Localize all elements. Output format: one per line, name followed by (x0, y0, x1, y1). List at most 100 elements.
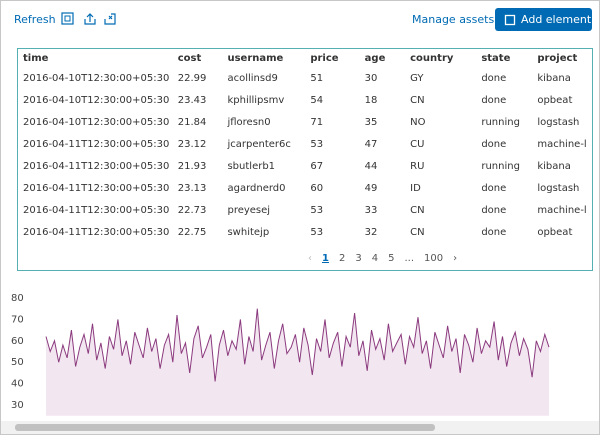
table-cell: 51 (310, 72, 324, 84)
table-row: 2016-04-11T12:30:00+05:30 22.73 preyesej 53… (18, 199, 592, 221)
table-cell: 2016-04-10T12:30:00+05:30 (23, 116, 170, 128)
page-link[interactable]: 1 (322, 253, 329, 264)
y-tick-label: 50 (11, 357, 24, 368)
toolbar-icons[interactable] (61, 12, 121, 26)
table-row: 2016-04-11T12:30:00+05:30 23.12 jcarpenter… (18, 133, 592, 155)
table-cell: done (481, 204, 507, 216)
table-cell: running (481, 116, 520, 128)
table-cell: 23.13 (177, 182, 207, 194)
table-cell: 22.99 (177, 72, 207, 84)
scroll-thumb[interactable] (15, 424, 435, 431)
column-header: state (481, 52, 511, 64)
table-cell: 21.93 (177, 160, 207, 172)
datatable: time cost username price age country state proj… (18, 49, 592, 243)
table-cell: 22.73 (177, 204, 207, 216)
refresh-button[interactable]: Refresh (14, 13, 56, 26)
table-cell: 18 (364, 94, 378, 106)
scrollbar[interactable] (1, 421, 599, 434)
line-chart: 30 40 50 60 70 80 (11, 293, 550, 416)
table-cell: 2016-04-11T12:30:00+05:30 (23, 226, 170, 238)
column-header: project (537, 52, 578, 64)
table-row: 2016-04-11T12:30:00+05:30 21.93 sbutlerb1 6… (18, 155, 592, 177)
table-cell: GY (410, 72, 424, 84)
page-link[interactable]: 2 (338, 253, 346, 264)
page-link[interactable]: ... (404, 253, 415, 264)
table-cell: RU (410, 160, 425, 172)
column-header: country (410, 52, 454, 64)
table-cell: logstash (537, 116, 580, 128)
area-fill (46, 308, 549, 416)
table-cell: logstash (537, 182, 580, 194)
page-link[interactable]: 100 (424, 253, 444, 264)
table-row: 2016-04-10T12:30:00+05:30 23.43 kphillipsm… (18, 89, 592, 111)
table-cell: 22.75 (177, 226, 207, 238)
add-element-label: Add element (521, 13, 592, 26)
table-row: 2016-04-10T12:30:00+05:30 21.84 jfloresn0 7… (18, 111, 592, 133)
table-cell: 21.84 (177, 116, 207, 128)
table-cell: jcarpenter6c (227, 138, 291, 150)
table-cell: 23.12 (177, 138, 207, 150)
datatable-element[interactable]: time cost username price age country state proj… (17, 48, 593, 271)
next-page: › (453, 253, 458, 264)
table-cell: sbutlerb1 (227, 160, 276, 172)
table-cell: machine-l (537, 138, 587, 150)
table-cell: 60 (310, 182, 324, 194)
table-cell: machine-l (537, 204, 587, 216)
column-header: cost (177, 52, 202, 64)
table-cell: kibana (537, 160, 571, 172)
y-tick-label: 40 (11, 379, 24, 390)
y-tick-label: 30 (11, 400, 24, 411)
add-icon (504, 14, 516, 26)
table-cell: 54 (310, 94, 324, 106)
page-link[interactable]: 4 (371, 253, 379, 264)
prev-page: ‹ (308, 253, 312, 264)
table-cell: 49 (364, 182, 378, 194)
table-row: 2016-04-10T12:30:00+05:30 22.99 acollinsd9… (18, 67, 592, 89)
table-cell: CN (410, 204, 425, 216)
table-cell: jfloresn0 (227, 116, 271, 128)
table-cell: NO (410, 116, 426, 128)
y-tick-label: 80 (11, 293, 24, 304)
table-cell: done (481, 72, 507, 84)
table-cell: 35 (364, 116, 378, 128)
table-row: 2016-04-11T12:30:00+05:30 22.75 swhitejp 53… (18, 221, 592, 243)
y-tick-label: 70 (11, 314, 24, 325)
table-cell: running (481, 160, 520, 172)
table-cell: 67 (310, 160, 324, 172)
table-cell: 71 (310, 116, 324, 128)
y-tick-label: 60 (11, 336, 24, 347)
table-cell: 2016-04-11T12:30:00+05:30 (23, 204, 170, 216)
column-header: time (23, 52, 49, 64)
table-cell: done (481, 182, 507, 194)
table-cell: 47 (364, 138, 378, 150)
column-header: age (364, 52, 386, 64)
table-cell: done (481, 138, 507, 150)
table-cell: acollinsd9 (227, 72, 278, 84)
column-header: username (227, 52, 284, 64)
table-cell: 2016-04-10T12:30:00+05:30 (23, 94, 170, 106)
table-cell: 2016-04-10T12:30:00+05:30 (23, 72, 170, 84)
table-cell: opbeat (537, 226, 573, 238)
table-cell: agardnerd0 (227, 182, 286, 194)
table-cell: 44 (364, 160, 378, 172)
table-cell: preyesej (227, 204, 271, 216)
table-cell: 53 (310, 138, 324, 150)
page-link[interactable]: 5 (388, 253, 395, 264)
add-element-button[interactable]: Add element (495, 8, 592, 31)
table-cell: 32 (364, 226, 378, 238)
table-row: 2016-04-11T12:30:00+05:30 23.13 agardnerd0… (18, 177, 592, 199)
page-link[interactable]: 3 (355, 253, 362, 264)
manage-assets[interactable]: Manage assets (412, 13, 495, 26)
table-cell: ID (410, 182, 421, 194)
table-cell: swhitejp (227, 226, 270, 238)
table-cell: opbeat (537, 94, 573, 106)
table-cell: 2016-04-11T12:30:00+05:30 (23, 160, 170, 172)
table-cell: 30 (364, 72, 378, 84)
table-cell: done (481, 226, 507, 238)
table-cell: 23.43 (177, 94, 207, 106)
table-cell: done (481, 94, 507, 106)
table-cell: kphillipsmv (227, 94, 285, 106)
pagination: ‹ 1 2 3 4 5... 100 › (308, 253, 467, 264)
table-cell: 53 (310, 226, 324, 238)
